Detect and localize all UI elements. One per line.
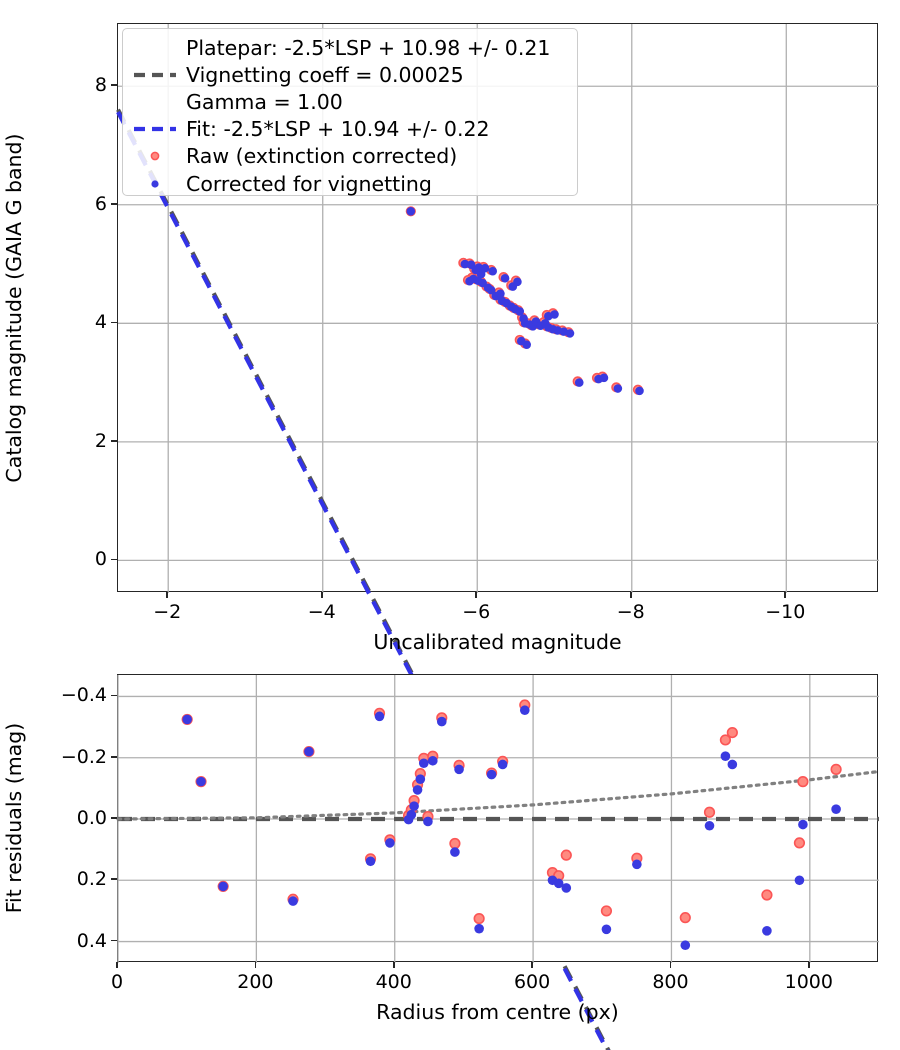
legend-blank-key [133, 38, 177, 58]
x-tick-mark [116, 962, 118, 968]
x-tick-mark [669, 962, 672, 968]
legend-entry: Vignetting coeff = 0.00025 [133, 61, 464, 88]
legend-dashed-blue-line-icon [133, 119, 177, 139]
x-tick-mark [392, 962, 395, 968]
x-tick-mark [254, 962, 257, 968]
y-tick-mark [111, 939, 117, 942]
legend-blue-marker-icon [133, 174, 177, 194]
y-tick-mark [111, 878, 117, 881]
y-tick-label: 4 [94, 311, 107, 334]
top-x-axis-label: Uncalibrated magnitude [373, 630, 622, 654]
y-tick-mark [111, 84, 117, 87]
x-tick-mark [784, 592, 787, 598]
x-tick-label: 1000 [784, 971, 833, 993]
legend-entry-label: Vignetting coeff = 0.00025 [186, 62, 464, 87]
x-tick-label: 200 [237, 971, 274, 993]
legend-entry-label: Raw (extinction corrected) [186, 144, 458, 169]
bottom-axes-residuals [116, 674, 881, 963]
bottom-y-axis-label: Fit residuals (mag) [2, 722, 26, 914]
x-tick-label: −8 [616, 601, 645, 623]
x-tick-label: −4 [307, 601, 336, 623]
x-tick-mark [531, 962, 533, 968]
legend-entry: Raw (extinction corrected) [133, 143, 457, 170]
top-y-axis-label: Catalog magnitude (GAIA G band) [2, 132, 26, 483]
y-tick-label: −0.4 [60, 684, 107, 707]
x-tick-label: 0 [110, 971, 124, 993]
x-tick-label: 800 [652, 971, 689, 993]
x-tick-mark [808, 962, 810, 968]
legend-entry: Fit: -2.5*LSP + 10.94 +/- 0.22 [133, 116, 490, 143]
x-tick-label: 400 [375, 971, 412, 993]
y-tick-mark [111, 321, 117, 324]
legend-entry-label: Fit: -2.5*LSP + 10.94 +/- 0.22 [186, 117, 490, 142]
y-tick-mark [111, 755, 117, 758]
legend-entry-label: Corrected for vignetting [186, 171, 432, 196]
legend: Platepar: -2.5*LSP + 10.98 +/- 0.21 Vigne… [122, 28, 578, 196]
y-tick-mark [111, 440, 117, 442]
y-tick-mark [111, 558, 117, 561]
legend-entry: Gamma = 1.00 [133, 88, 343, 115]
y-tick-mark [111, 202, 117, 205]
x-tick-mark [320, 592, 323, 598]
x-tick-label: −6 [462, 601, 491, 623]
legend-red-marker-icon [133, 146, 177, 166]
x-tick-label: 600 [513, 971, 551, 993]
legend-entry: Platepar: -2.5*LSP + 10.98 +/- 0.21 [133, 34, 550, 61]
y-tick-mark [111, 694, 117, 697]
legend-dashed-gray-line-icon [133, 65, 177, 85]
x-tick-label: −2 [153, 601, 182, 623]
x-tick-mark [166, 592, 168, 598]
bottom-x-axis-label: Radius from centre (px) [376, 1000, 619, 1024]
y-tick-label: 6 [94, 192, 107, 215]
y-tick-label: 0.0 [76, 807, 107, 829]
legend-entry: Corrected for vignetting [133, 170, 432, 197]
y-tick-label: 0.4 [76, 929, 107, 952]
legend-entry-label: Platepar: -2.5*LSP + 10.98 +/- 0.21 [186, 35, 551, 60]
y-tick-label: −0.2 [60, 745, 107, 768]
x-tick-label: −10 [765, 601, 806, 623]
x-tick-mark [629, 592, 632, 598]
legend-entry-label: Gamma = 1.00 [186, 89, 343, 114]
y-tick-label: 0 [94, 548, 107, 571]
y-tick-mark [111, 817, 117, 819]
x-tick-mark [475, 592, 478, 598]
y-tick-label: 2 [94, 429, 107, 452]
y-tick-label: 8 [94, 74, 107, 97]
bottom-plot-canvas [116, 675, 881, 963]
legend-blank-key [133, 92, 177, 112]
y-tick-label: 0.2 [76, 868, 107, 891]
